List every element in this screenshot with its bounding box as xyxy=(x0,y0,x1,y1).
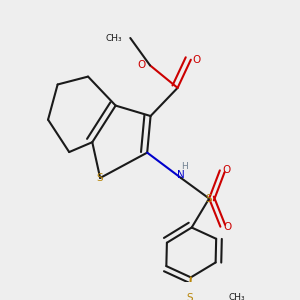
Text: O: O xyxy=(223,165,231,176)
Text: H: H xyxy=(181,162,188,171)
Text: S: S xyxy=(97,173,104,183)
Text: N: N xyxy=(177,170,185,180)
Text: O: O xyxy=(192,55,201,65)
Text: O: O xyxy=(137,60,146,70)
Text: CH₃: CH₃ xyxy=(229,293,245,300)
Text: O: O xyxy=(223,222,232,232)
Text: S: S xyxy=(206,194,212,203)
Text: CH₃: CH₃ xyxy=(105,34,122,43)
Text: S: S xyxy=(186,293,193,300)
